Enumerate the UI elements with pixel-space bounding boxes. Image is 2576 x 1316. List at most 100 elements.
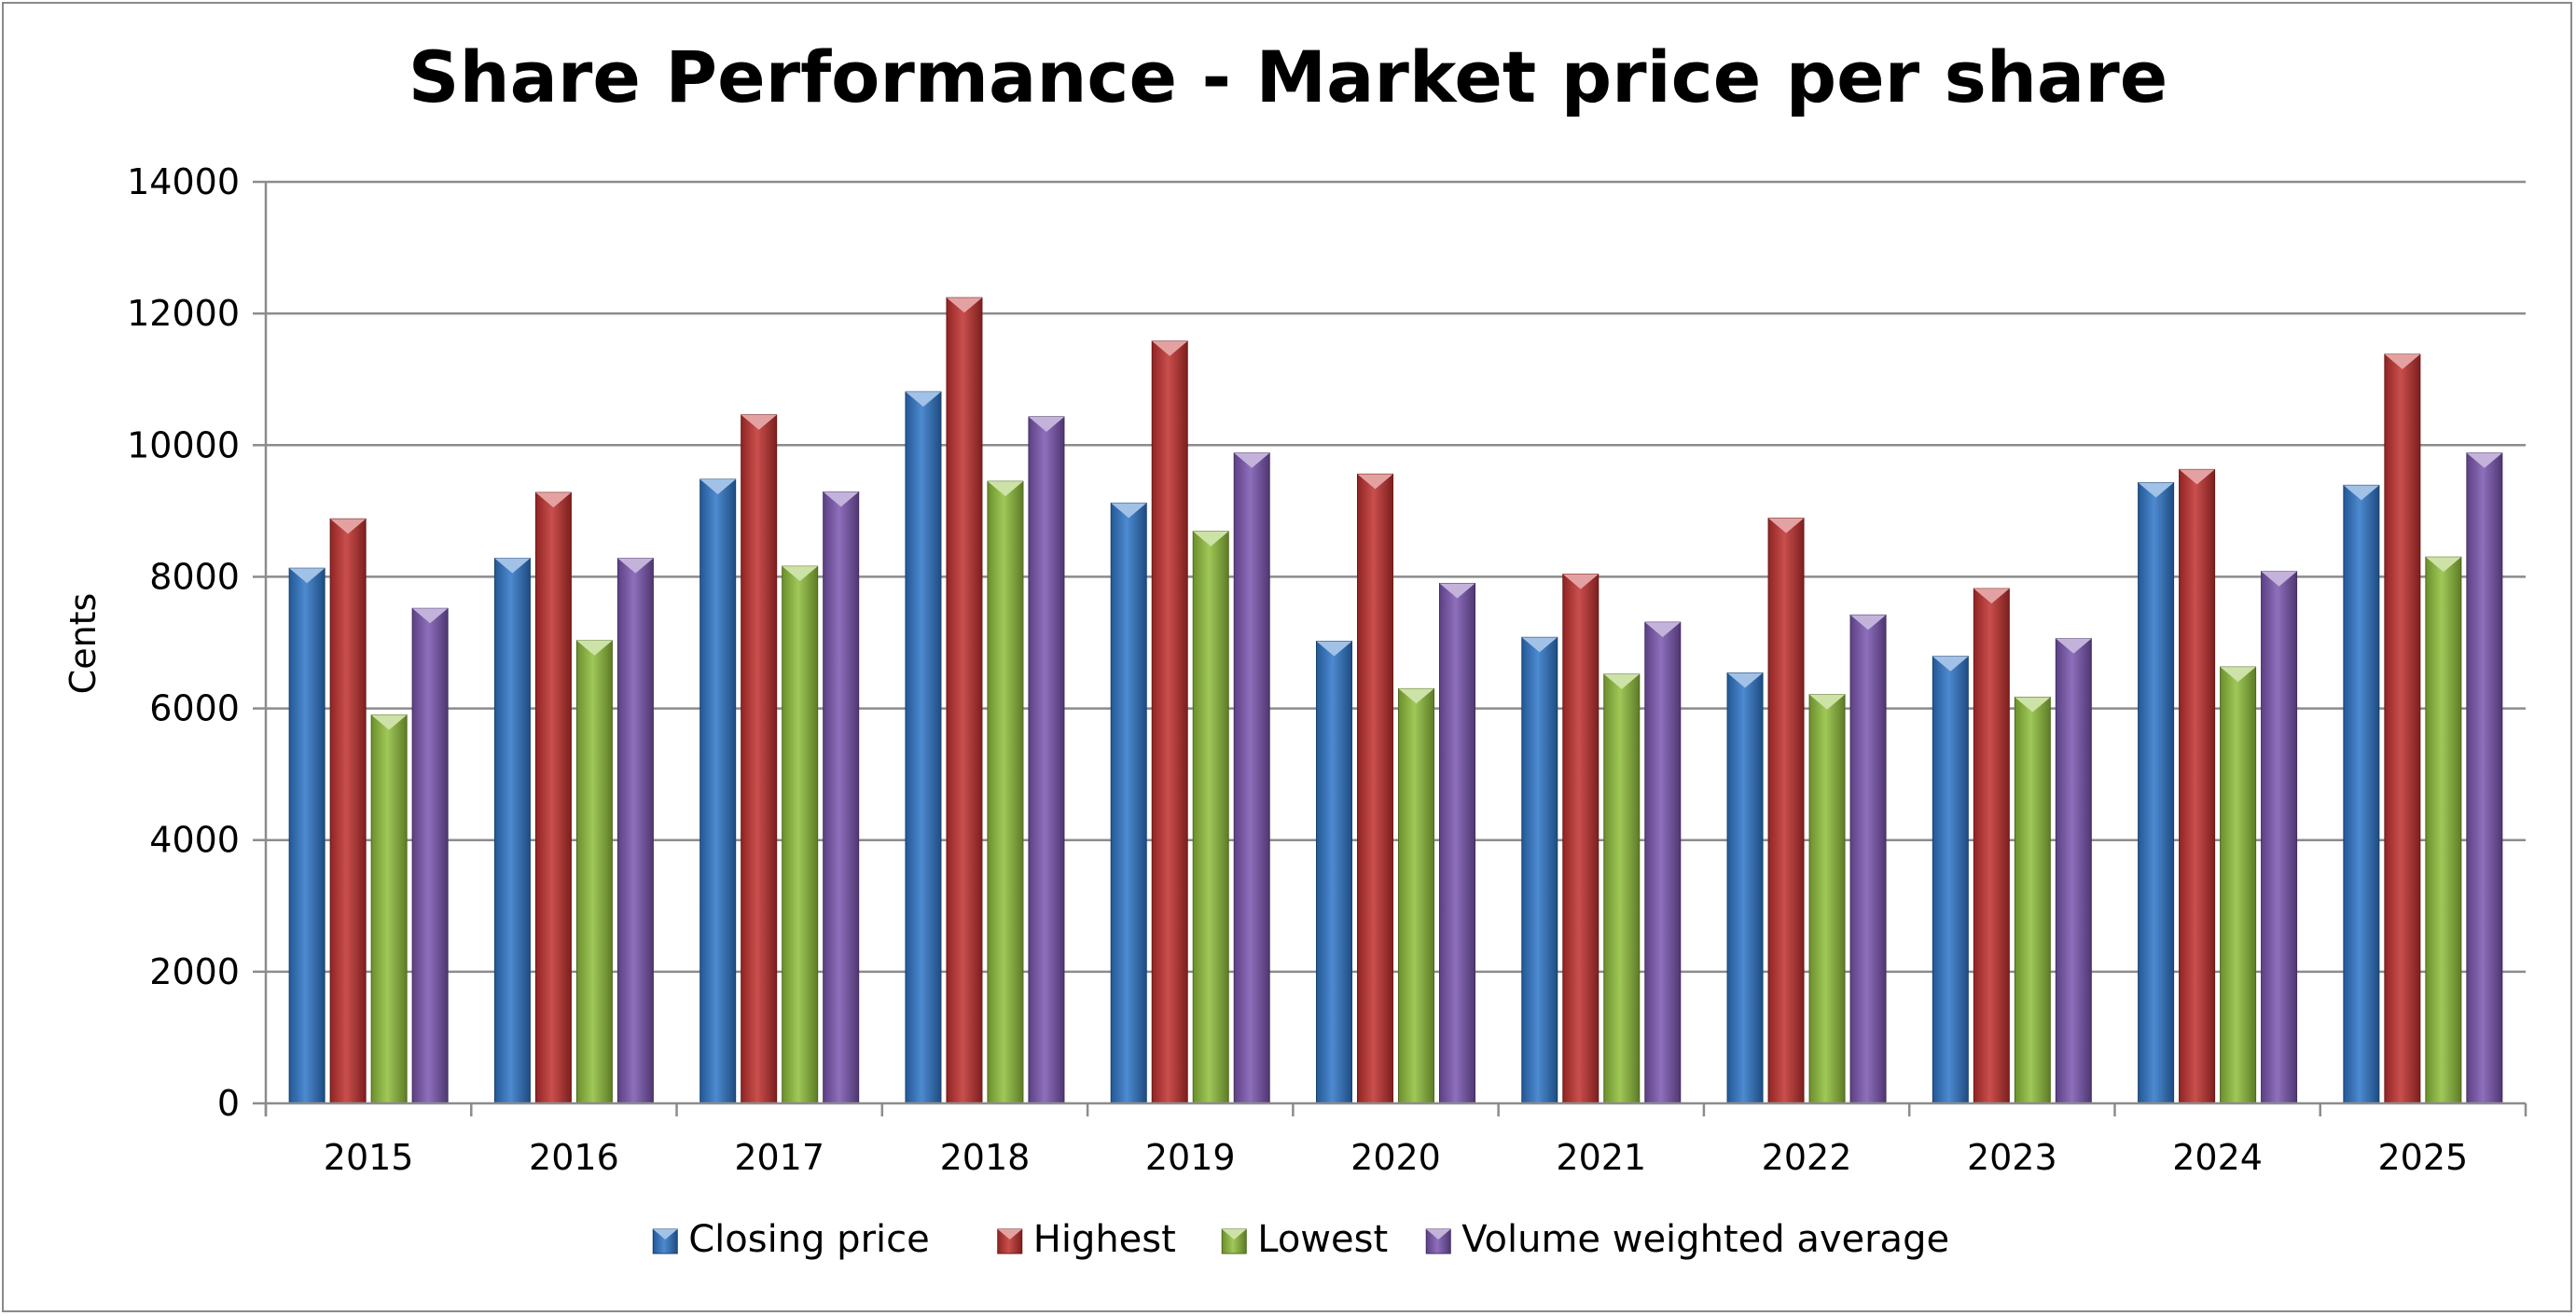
bar-cap — [1357, 474, 1393, 490]
bar-cap — [1850, 615, 1887, 630]
bar-highest-2016 — [534, 492, 572, 1104]
x-tick-label: 2024 — [2172, 1137, 2263, 1178]
x-tick-label: 2021 — [1556, 1137, 1646, 1178]
y-tick-label: 10000 — [127, 424, 240, 465]
bar-cap — [823, 492, 859, 507]
bar-highest-2015 — [329, 518, 367, 1104]
y-tick-label: 12000 — [127, 293, 240, 334]
bar-lowest-2018 — [987, 480, 1024, 1104]
bar-closing-price-2025 — [2343, 484, 2380, 1104]
bar-volume-weighted-average-2023 — [2055, 638, 2092, 1104]
bar-cap — [905, 392, 941, 408]
legend-label: Volume weighted average — [1461, 1218, 1949, 1261]
legend-swatch-cap — [997, 1229, 1022, 1240]
bar-highest-2020 — [1357, 473, 1393, 1104]
legend: Closing price Highest Lowest Volume weighte… — [652, 1218, 1949, 1261]
bar-cap — [946, 298, 982, 313]
x-tick-label: 2016 — [529, 1137, 619, 1178]
chart-title: Share Performance - Market price per sha… — [408, 35, 2168, 118]
bar-cap — [1152, 340, 1188, 356]
bar-cap — [2138, 482, 2174, 498]
bar-closing-price-2024 — [2138, 482, 2175, 1104]
bar-cap — [2384, 353, 2420, 369]
bar-cap — [1603, 673, 1640, 689]
bar-volume-weighted-average-2018 — [1028, 416, 1065, 1104]
bar-lowest-2017 — [782, 565, 819, 1104]
y-tick-label: 4000 — [149, 820, 240, 861]
bar-cap — [1521, 637, 1558, 653]
x-tick-label: 2019 — [1145, 1137, 1236, 1178]
bar-closing-price-2017 — [699, 478, 737, 1104]
bar-highest-2019 — [1151, 340, 1188, 1104]
bar-closing-price-2023 — [1932, 656, 1969, 1104]
bar-closing-price-2019 — [1110, 502, 1147, 1104]
axes: 0 2000 4000 6000 8000 10000 12000 14000 2015 2016… — [127, 161, 2528, 1178]
bar-closing-price-2021 — [1521, 636, 1558, 1104]
bar-volume-weighted-average-2025 — [2466, 452, 2503, 1104]
bar-volume-weighted-average-2019 — [1233, 452, 1270, 1104]
x-tick-label: 2018 — [940, 1137, 1031, 1178]
bar-cap — [1234, 452, 1270, 468]
y-tick-label: 14000 — [127, 161, 240, 202]
y-tick-label: 0 — [217, 1083, 240, 1124]
bar-cap — [1028, 416, 1064, 432]
bar-highest-2021 — [1562, 574, 1600, 1104]
bar-lowest-2015 — [370, 714, 408, 1104]
bar-highest-2022 — [1767, 518, 1805, 1104]
bar-cap — [2343, 485, 2379, 501]
bar-lowest-2022 — [1808, 694, 1846, 1104]
bar-lowest-2016 — [575, 640, 613, 1104]
legend-swatch-cap — [653, 1229, 678, 1240]
bar-cap — [1193, 531, 1229, 547]
x-tick-label: 2023 — [1967, 1137, 2057, 1178]
x-tick-label: 2020 — [1350, 1137, 1441, 1178]
bars — [288, 297, 2503, 1104]
bar-cap — [330, 519, 367, 534]
legend-item-closing-price: Closing price — [652, 1218, 930, 1261]
bar-cap — [987, 481, 1023, 497]
bar-closing-price-2016 — [493, 558, 531, 1104]
bar-cap — [1111, 503, 1147, 519]
y-tick-label: 8000 — [149, 556, 240, 597]
legend-label: Highest — [1033, 1218, 1176, 1261]
y-tick-label: 6000 — [149, 688, 240, 729]
legend-item-highest: Highest — [997, 1218, 1176, 1261]
legend-item-volume-weighted-average: Volume weighted average — [1425, 1218, 1949, 1261]
bar-cap — [2179, 469, 2215, 485]
x-tick-label: 2022 — [1762, 1137, 1852, 1178]
bar-cap — [1974, 589, 2010, 604]
bar-closing-price-2020 — [1316, 641, 1352, 1104]
bar-volume-weighted-average-2016 — [616, 558, 654, 1104]
bar-closing-price-2022 — [1726, 672, 1764, 1104]
bar-cap — [2425, 557, 2461, 573]
legend-label: Closing price — [688, 1218, 929, 1261]
bar-cap — [1768, 518, 1805, 533]
bar-cap — [1809, 694, 1846, 710]
legend-swatch-cap — [1426, 1229, 1451, 1240]
y-axis-title: Cents — [62, 593, 104, 695]
bar-cap — [782, 566, 818, 582]
x-tick-label: 2017 — [734, 1137, 824, 1178]
bar-highest-2023 — [1973, 588, 2010, 1104]
bar-volume-weighted-average-2017 — [823, 491, 860, 1104]
bar-cap — [1644, 622, 1681, 638]
bar-lowest-2023 — [2014, 697, 2051, 1104]
bar-cap — [1727, 672, 1764, 688]
bar-cap — [2466, 452, 2502, 468]
bar-closing-price-2015 — [288, 567, 325, 1104]
bar-highest-2024 — [2179, 468, 2216, 1104]
bar-volume-weighted-average-2024 — [2261, 571, 2298, 1104]
legend-item-lowest: Lowest — [1221, 1218, 1388, 1261]
bar-cap — [617, 558, 654, 574]
bar-cap — [576, 640, 613, 656]
bar-cap — [289, 568, 325, 584]
bar-cap — [494, 558, 531, 574]
bar-cap — [2261, 571, 2297, 587]
bar-cap — [412, 608, 449, 624]
legend-swatch-cap — [1222, 1229, 1247, 1240]
bar-cap — [1398, 688, 1434, 704]
x-tick-label: 2015 — [324, 1137, 414, 1178]
bar-cap — [1562, 574, 1599, 589]
y-tick-label: 2000 — [149, 951, 240, 992]
